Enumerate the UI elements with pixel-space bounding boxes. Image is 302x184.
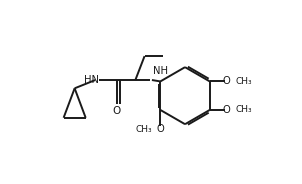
Text: O: O xyxy=(223,105,231,115)
Text: CH₃: CH₃ xyxy=(235,105,252,114)
Text: O: O xyxy=(156,124,164,134)
Text: CH₃: CH₃ xyxy=(135,125,152,134)
Text: HN: HN xyxy=(84,75,98,85)
Text: CH₃: CH₃ xyxy=(235,77,252,86)
Text: O: O xyxy=(113,106,121,116)
Text: NH: NH xyxy=(153,66,168,76)
Text: O: O xyxy=(223,76,231,86)
